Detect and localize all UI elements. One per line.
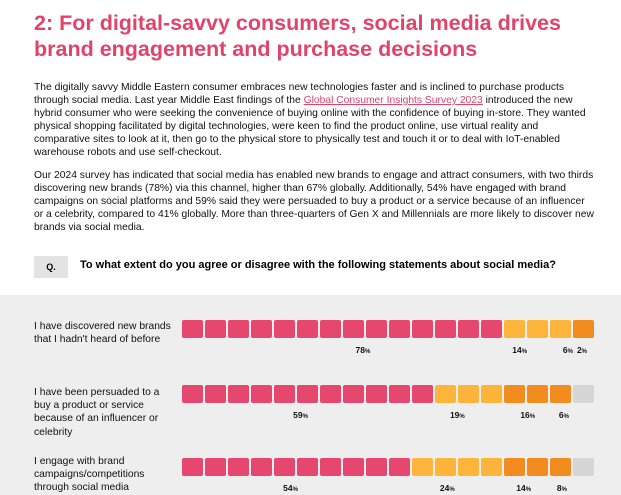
value-label: 54% bbox=[283, 483, 298, 493]
bar-segment bbox=[573, 458, 594, 476]
intro-text-start: The digitally savvy Middle Eastern consu… bbox=[34, 82, 564, 107]
findings-paragraph: Our 2024 survey has indicated that socia… bbox=[34, 170, 594, 234]
bar-segment bbox=[274, 320, 295, 338]
stacked-bar bbox=[182, 385, 594, 403]
bar-segment bbox=[320, 320, 341, 338]
bar-segment bbox=[205, 458, 226, 476]
page-title: 2: For digital-savvy consumers, social m… bbox=[34, 11, 561, 61]
bar-segment bbox=[550, 385, 571, 403]
bar-segment bbox=[412, 320, 433, 338]
bar-segment bbox=[504, 385, 525, 403]
bar-segment bbox=[504, 458, 525, 476]
bar-segment bbox=[435, 320, 456, 338]
bar-segment bbox=[182, 320, 203, 338]
bar-segment bbox=[205, 320, 226, 338]
bar-segment bbox=[389, 385, 410, 403]
bar-segment bbox=[297, 385, 318, 403]
value-label: 2% bbox=[576, 345, 588, 355]
question-text: To what extent do you agree or disagree … bbox=[80, 259, 556, 271]
bar-segment bbox=[274, 385, 295, 403]
bar-segment bbox=[550, 458, 571, 476]
bar-segment bbox=[573, 320, 594, 338]
intro-paragraph: The digitally savvy Middle Eastern consu… bbox=[34, 81, 594, 160]
survey-link[interactable]: Global Consumer Insights Survey 2023 bbox=[303, 95, 483, 107]
bar-segment bbox=[458, 458, 479, 476]
bar-segment bbox=[389, 320, 410, 338]
bar-segment bbox=[228, 458, 249, 476]
bar-segment bbox=[366, 320, 387, 338]
statement-label: I have discovered new brands that I hadn… bbox=[34, 321, 171, 346]
stacked-bar bbox=[182, 458, 594, 476]
value-label: 59% bbox=[293, 410, 308, 420]
value-label: 78% bbox=[355, 345, 371, 355]
bar-segment bbox=[481, 458, 502, 476]
bar-segment bbox=[481, 385, 502, 403]
statement-label: I engage with brand campaigns/competitio… bbox=[34, 456, 145, 494]
stacked-bar bbox=[182, 320, 594, 338]
bar-segment bbox=[343, 320, 364, 338]
question-row: Q. To what extent do you agree or disagr… bbox=[34, 256, 604, 278]
bar-segment bbox=[343, 385, 364, 403]
bar-segment bbox=[297, 320, 318, 338]
bar-segment bbox=[527, 458, 548, 476]
bar-segment bbox=[573, 385, 594, 403]
bar-segment bbox=[182, 458, 203, 476]
value-label: 8% bbox=[556, 483, 567, 493]
value-label: 6% bbox=[558, 410, 569, 420]
bar-segment bbox=[205, 385, 226, 403]
statement-label: I have been persuaded to a buy a product… bbox=[34, 387, 160, 438]
bar-segment bbox=[297, 458, 318, 476]
bar-segment bbox=[366, 458, 387, 476]
bar-segment bbox=[228, 385, 249, 403]
intro-text-end: introduced the new hybrid consumer who w… bbox=[34, 95, 586, 159]
bar-segment bbox=[435, 385, 456, 403]
bar-segment bbox=[412, 385, 433, 403]
bar-segment bbox=[435, 458, 456, 476]
value-label: 6% bbox=[562, 345, 573, 355]
value-label: 19% bbox=[449, 410, 465, 420]
bar-segment bbox=[527, 320, 548, 338]
bar-segment bbox=[389, 458, 410, 476]
question-badge: Q. bbox=[34, 256, 68, 278]
bar-segment bbox=[343, 458, 364, 476]
bar-segment bbox=[320, 385, 341, 403]
bar-segment bbox=[481, 320, 502, 338]
bar-segment bbox=[251, 458, 272, 476]
value-label: 14% bbox=[512, 345, 528, 355]
bar-segment bbox=[458, 320, 479, 338]
bar-segment bbox=[251, 320, 272, 338]
value-label: 16% bbox=[520, 410, 536, 420]
bar-segment bbox=[458, 385, 479, 403]
bar-segment bbox=[274, 458, 295, 476]
bar-segment bbox=[412, 458, 433, 476]
bar-segment bbox=[366, 385, 387, 403]
value-label: 24% bbox=[439, 483, 455, 493]
bar-segment bbox=[527, 385, 548, 403]
bar-segment bbox=[504, 320, 525, 338]
bar-segment bbox=[550, 320, 571, 338]
bar-segment bbox=[251, 385, 272, 403]
bar-segment bbox=[182, 385, 203, 403]
bar-segment bbox=[320, 458, 341, 476]
bar-segment bbox=[228, 320, 249, 338]
value-label: 14% bbox=[516, 483, 532, 493]
